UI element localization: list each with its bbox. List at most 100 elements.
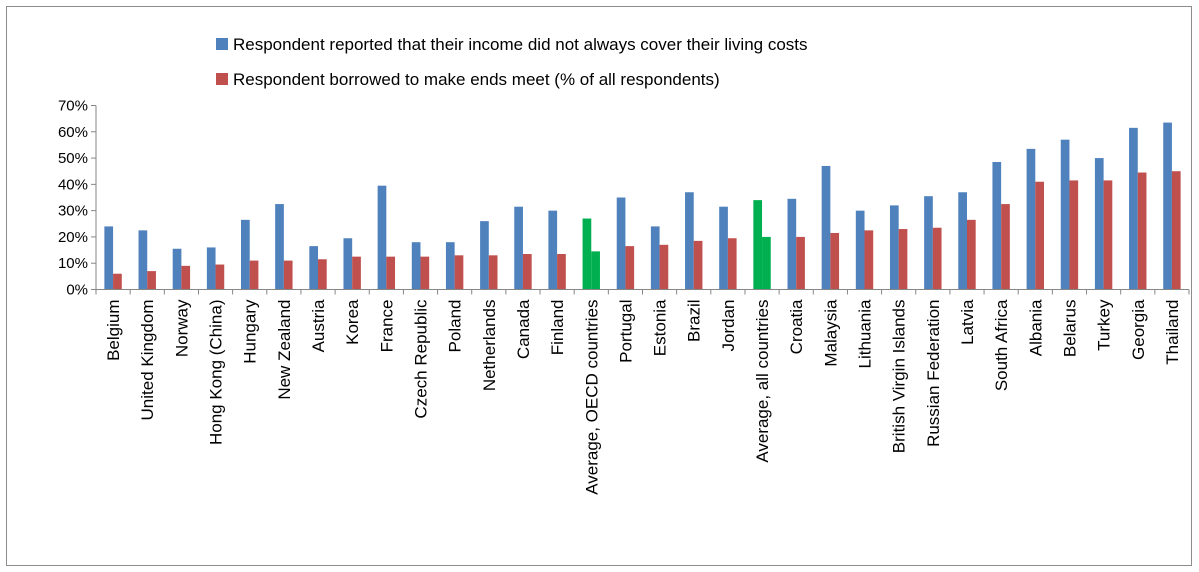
bar-borrowed: [352, 256, 361, 290]
legend: Respondent reported that their income di…: [216, 35, 808, 89]
bar-borrowed: [420, 256, 430, 290]
bar-borrowed: [1069, 180, 1079, 290]
bar-income-not-covering: [787, 198, 797, 290]
category-label: Norway: [172, 299, 191, 357]
bar-income-not-covering: [480, 221, 489, 290]
bar-income-not-covering: [1026, 148, 1036, 290]
category-label: Korea: [343, 299, 362, 345]
bar-borrowed: [830, 232, 840, 290]
bar-income-not-covering: [343, 238, 353, 290]
bar-income-not-covering: [616, 197, 626, 290]
category-label: Thailand: [1163, 300, 1182, 365]
legend-label-series-1: Respondent reported that their income di…: [233, 35, 808, 54]
bar-income-not-covering: [650, 226, 660, 290]
category-label: Belgium: [104, 300, 123, 361]
legend-swatch-series-2: [216, 73, 228, 85]
category-label: Poland: [446, 300, 465, 353]
y-tick-label: 20%: [58, 229, 88, 246]
bar-income-not-covering: [582, 218, 592, 290]
bar-borrowed: [1171, 171, 1181, 290]
bar-borrowed: [1035, 181, 1044, 290]
bar-borrowed: [1137, 172, 1147, 290]
bar-borrowed: [796, 236, 805, 290]
bar-borrowed: [1001, 204, 1010, 290]
bar-income-not-covering: [821, 165, 831, 290]
y-tick-label: 0%: [66, 282, 88, 299]
bar-chart: Respondent reported that their income di…: [58, 35, 1190, 495]
bar-income-not-covering: [958, 192, 967, 290]
bar-income-not-covering: [309, 246, 319, 290]
bar-borrowed: [215, 264, 225, 290]
bar-income-not-covering: [445, 242, 455, 290]
bar-borrowed: [625, 246, 635, 290]
legend-label-series-2: Respondent borrowed to make ends meet (%…: [233, 70, 720, 89]
bar-borrowed: [727, 238, 737, 290]
bar-borrowed: [762, 236, 771, 290]
category-label: Portugal: [616, 300, 635, 363]
bar-income-not-covering: [377, 185, 387, 290]
bar-income-not-covering: [685, 192, 694, 290]
bar-income-not-covering: [889, 205, 899, 290]
bar-income-not-covering: [855, 210, 865, 290]
bar-borrowed: [1103, 180, 1113, 290]
bar-income-not-covering: [992, 162, 1002, 290]
bar-borrowed: [147, 271, 156, 290]
category-label: Jordan: [719, 300, 738, 352]
bar-income-not-covering: [275, 204, 284, 290]
y-tick-label: 40%: [58, 176, 88, 193]
y-tick-label: 60%: [58, 124, 88, 141]
bar-income-not-covering: [1060, 139, 1070, 290]
bar-borrowed: [522, 254, 532, 290]
category-label: Croatia: [787, 299, 806, 354]
bar-borrowed: [386, 256, 396, 290]
bars: [104, 122, 1181, 290]
y-axis: 0% 10% 20% 30% 40% 50% 60% 70%: [58, 98, 97, 299]
bar-income-not-covering: [206, 247, 216, 290]
bar-borrowed: [488, 255, 498, 290]
category-label: South Africa: [992, 299, 1011, 391]
category-label: Belarus: [1060, 300, 1079, 358]
y-tick-label: 70%: [58, 98, 88, 115]
legend-swatch-series-1: [216, 38, 228, 50]
y-tick-label: 50%: [58, 150, 88, 167]
bar-income-not-covering: [104, 226, 114, 290]
category-label: Average, all countries: [753, 300, 772, 463]
category-label: Canada: [514, 299, 533, 359]
bar-income-not-covering: [172, 248, 182, 290]
category-label: Georgia: [1129, 299, 1148, 360]
bar-borrowed: [454, 255, 464, 290]
category-label: Brazil: [685, 300, 704, 343]
category-label: United Kingdom: [138, 300, 157, 421]
bar-borrowed: [898, 229, 908, 290]
category-label: British Virgin Islands: [890, 300, 909, 454]
category-label: Austria: [309, 299, 328, 352]
category-label: Russian Federation: [924, 300, 943, 447]
category-label: Finland: [548, 300, 567, 356]
chart-frame: Respondent reported that their income di…: [6, 6, 1192, 566]
category-label: Malaysia: [821, 299, 840, 367]
category-label: New Zealand: [275, 300, 294, 400]
category-label: Hungary: [241, 299, 260, 364]
category-label: Average, OECD countries: [582, 300, 601, 495]
bar-borrowed: [557, 254, 566, 290]
bar-income-not-covering: [719, 206, 728, 290]
bar-income-not-covering: [138, 230, 148, 290]
category-label: Hong Kong (China): [207, 300, 226, 446]
bar-borrowed: [113, 273, 122, 290]
bar-income-not-covering: [548, 210, 558, 290]
bar-borrowed: [283, 260, 293, 290]
category-label: France: [377, 300, 396, 353]
bar-borrowed: [318, 259, 327, 290]
bar-borrowed: [693, 240, 703, 290]
bar-borrowed: [864, 230, 874, 290]
category-label: Estonia: [651, 299, 670, 356]
bar-income-not-covering: [1129, 127, 1138, 290]
category-label: Turkey: [1095, 299, 1114, 351]
bar-income-not-covering: [924, 196, 933, 290]
bar-borrowed: [181, 265, 191, 290]
y-tick-label: 30%: [58, 203, 88, 220]
category-label: Albania: [1026, 299, 1045, 356]
category-label: Netherlands: [480, 300, 499, 392]
bar-borrowed: [249, 260, 259, 290]
bar-income-not-covering: [753, 200, 763, 290]
